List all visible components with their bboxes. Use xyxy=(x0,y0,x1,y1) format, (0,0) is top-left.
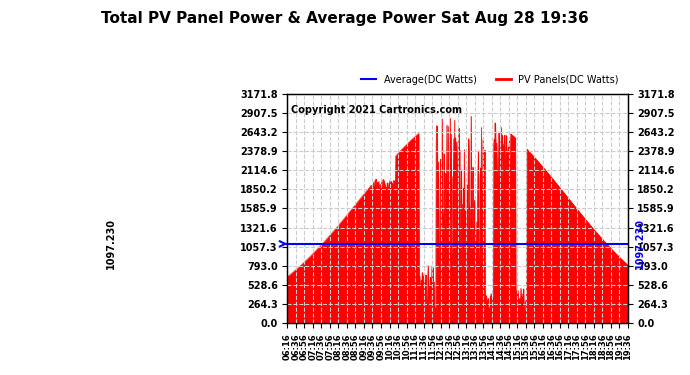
Text: Copyright 2021 Cartronics.com: Copyright 2021 Cartronics.com xyxy=(291,105,462,115)
Text: Total PV Panel Power & Average Power Sat Aug 28 19:36: Total PV Panel Power & Average Power Sat… xyxy=(101,11,589,26)
Text: 1097.230: 1097.230 xyxy=(106,218,117,269)
Text: 1097.230: 1097.230 xyxy=(635,218,644,269)
Legend: Average(DC Watts), PV Panels(DC Watts): Average(DC Watts), PV Panels(DC Watts) xyxy=(357,71,623,88)
